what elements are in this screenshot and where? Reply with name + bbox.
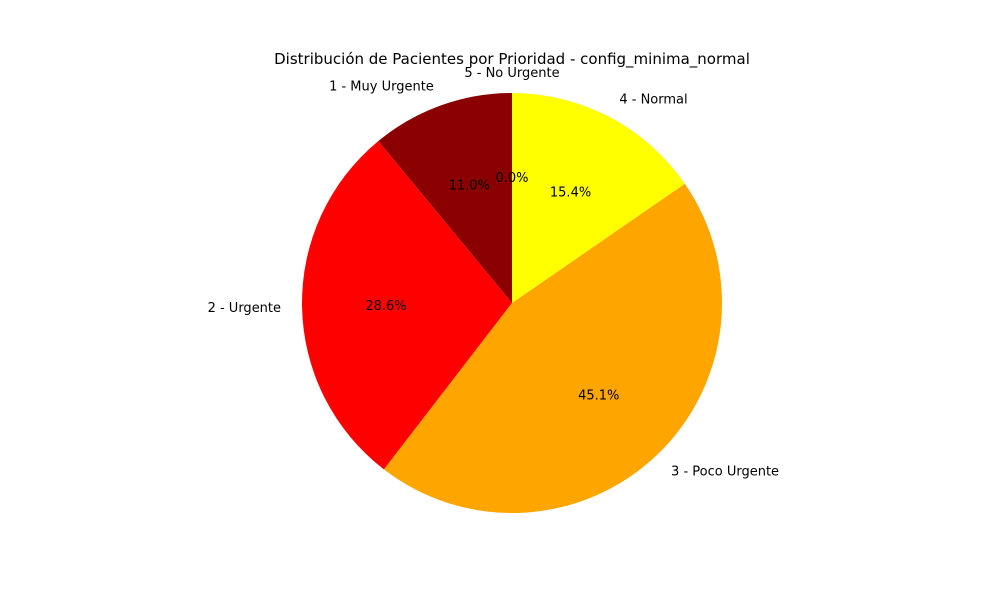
pct-label-urgente: 28.6%	[365, 299, 406, 314]
pie-slice-urgente	[302, 141, 512, 470]
pct-label-no-urgente: 0.0%	[495, 171, 528, 186]
pie-labels: 1 - Muy Urgente 11.0% 2 - Urgente 28.6% 3 - …	[208, 66, 779, 480]
slice-label-no-urgente: 5 - No Urgente	[464, 66, 559, 81]
slice-label-muy-urgente: 1 - Muy Urgente	[329, 80, 434, 95]
pct-label-muy-urgente: 11.0%	[449, 178, 490, 193]
pie-slices	[302, 93, 722, 513]
slice-label-normal: 4 - Normal	[619, 92, 687, 107]
pie-slice-normal	[512, 93, 685, 303]
slice-label-urgente: 2 - Urgente	[208, 301, 281, 316]
chart-title: Distribución de Pacientes por Prioridad …	[274, 50, 750, 69]
pct-label-normal: 15.4%	[550, 185, 591, 200]
slice-label-poco-urgente: 3 - Poco Urgente	[671, 465, 779, 480]
pct-label-poco-urgente: 45.1%	[578, 388, 619, 403]
pie-slice-poco-urgente	[383, 183, 722, 513]
pie-slice-muy-urgente	[378, 93, 512, 303]
